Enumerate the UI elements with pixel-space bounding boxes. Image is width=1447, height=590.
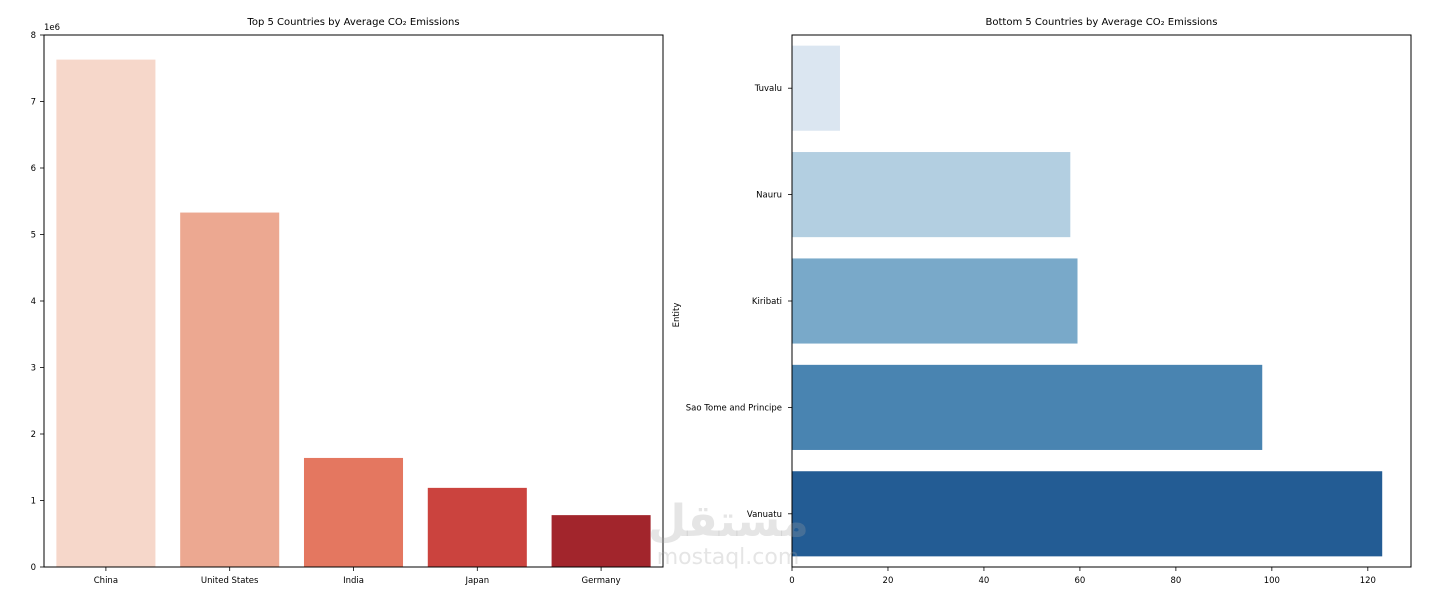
bar-india <box>303 457 404 567</box>
chart-title: Bottom 5 Countries by Average CO₂ Emissi… <box>986 17 1218 28</box>
y-tick-label: 2 <box>31 430 36 440</box>
y-axis-label: Entity <box>672 303 682 328</box>
y-scale-label: 1e6 <box>44 23 60 33</box>
y-tick-label: 3 <box>31 364 36 374</box>
y-tick-label: Kiribati <box>752 297 782 307</box>
bar-japan <box>427 487 527 567</box>
y-tick-label: 0 <box>31 563 36 573</box>
bar-vanuatu <box>792 471 1383 557</box>
x-tick-label: India <box>343 576 364 586</box>
y-tick-label: 4 <box>31 297 36 307</box>
y-tick-label: Tuvalu <box>754 84 782 94</box>
bar-united-states <box>180 212 280 567</box>
x-tick-label: Japan <box>464 576 489 586</box>
y-tick-label: 1 <box>31 497 36 507</box>
bar-tuvalu <box>792 45 840 131</box>
y-tick-label: Sao Tome and Principe <box>686 403 782 413</box>
x-tick-label: 120 <box>1360 576 1376 586</box>
bar-kiribati <box>792 258 1078 344</box>
x-tick-label: 0 <box>789 576 794 586</box>
chart-title: Top 5 Countries by Average CO₂ Emissions <box>246 17 459 28</box>
y-tick-label: 6 <box>31 164 36 174</box>
bar-china <box>56 59 156 567</box>
bar-nauru <box>792 152 1071 238</box>
x-tick-label: 40 <box>979 576 990 586</box>
bar-germany <box>551 515 651 567</box>
x-tick-label: United States <box>201 576 259 586</box>
x-tick-label: 20 <box>883 576 894 586</box>
x-tick-label: 100 <box>1264 576 1280 586</box>
plot-frame <box>791 34 1412 568</box>
y-tick-label: 5 <box>31 231 36 241</box>
x-tick-label: 80 <box>1170 576 1181 586</box>
x-tick-label: China <box>94 576 118 586</box>
x-tick-label: Germany <box>582 576 621 586</box>
bar-sao-tome-and-principe <box>792 364 1263 450</box>
plot-frame <box>43 34 664 568</box>
y-tick-label: 8 <box>31 31 36 41</box>
y-tick-label: Vanuatu <box>747 510 782 520</box>
x-tick-label: 60 <box>1074 576 1085 586</box>
y-tick-label: 7 <box>31 98 36 108</box>
y-tick-label: Nauru <box>756 191 782 201</box>
